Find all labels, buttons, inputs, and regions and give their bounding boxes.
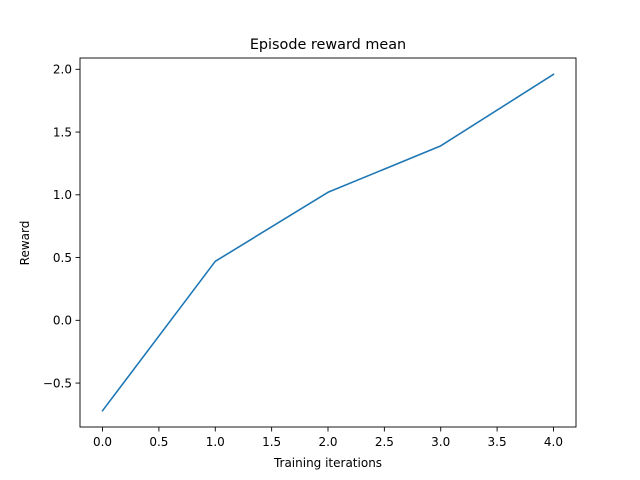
- x-tick-label: 3.0: [431, 435, 450, 449]
- y-tick-label: 1.0: [53, 188, 72, 202]
- x-tick-label: 3.5: [488, 435, 507, 449]
- x-tick-label: 1.5: [262, 435, 281, 449]
- chart-title: Episode reward mean: [250, 37, 406, 53]
- y-axis-label: Reward: [18, 221, 32, 266]
- x-tick-label: 0.0: [93, 435, 112, 449]
- x-tick-label: 1.0: [206, 435, 225, 449]
- x-tick-label: 0.5: [149, 435, 168, 449]
- y-tick-label: 0.0: [53, 314, 72, 328]
- y-tick-label: 1.5: [53, 125, 72, 139]
- plot-area: 0.0 0.5 1.0 1.5 2.0 2.5 3.0 3.5 4.0 −0.5 0.0 0.5 1.0…: [43, 57, 577, 449]
- x-axis-label: Training iterations: [273, 456, 382, 470]
- y-tick-label: 2.0: [53, 63, 72, 77]
- x-tick-label: 2.0: [318, 435, 337, 449]
- x-tick-label: 2.5: [375, 435, 394, 449]
- x-tick-label: 4.0: [544, 435, 563, 449]
- y-tick-label: −0.5: [43, 376, 72, 390]
- y-tick-label: 0.5: [53, 251, 72, 265]
- series-line-0: [101, 73, 555, 412]
